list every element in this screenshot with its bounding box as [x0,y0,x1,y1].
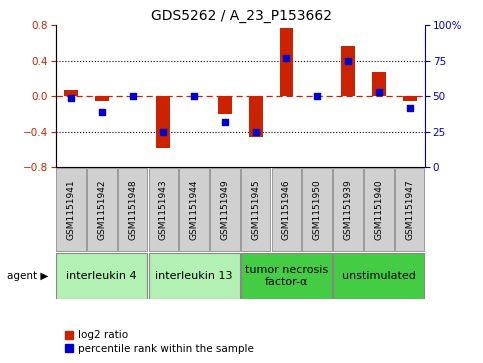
Bar [241,168,270,252]
Text: interleukin 13: interleukin 13 [156,271,233,281]
Point [252,129,259,134]
Text: GSM1151940: GSM1151940 [374,179,384,240]
Point [128,93,136,99]
Bar [56,253,147,298]
Text: GSM1151941: GSM1151941 [67,179,75,240]
Bar [87,168,116,252]
Bar [95,96,109,101]
Point [221,119,229,125]
Text: agent ▶: agent ▶ [7,271,49,281]
Bar [395,168,425,252]
Point [98,109,106,115]
Point [190,93,198,99]
Bar [149,168,178,252]
Bar [156,96,170,147]
Text: interleukin 4: interleukin 4 [67,271,137,281]
Text: GSM1151947: GSM1151947 [405,179,414,240]
Point [375,89,383,95]
Bar [403,96,416,101]
Point [406,105,413,110]
Text: GSM1151943: GSM1151943 [159,179,168,240]
Text: GDS5262 / A_23_P153662: GDS5262 / A_23_P153662 [151,9,332,23]
Bar [272,168,301,252]
Text: GSM1151950: GSM1151950 [313,179,322,240]
Text: GSM1151949: GSM1151949 [220,179,229,240]
Bar [56,168,85,252]
Bar [210,168,240,252]
Bar [179,168,209,252]
Point [159,129,167,134]
Legend: log2 ratio, percentile rank within the sample: log2 ratio, percentile rank within the s… [61,326,258,358]
Text: GSM1151948: GSM1151948 [128,179,137,240]
Bar [333,168,363,252]
Bar [149,253,240,298]
Bar [64,90,78,96]
Text: GSM1151939: GSM1151939 [343,179,353,240]
Bar [372,72,386,96]
Bar [218,96,232,114]
Point [344,58,352,64]
Bar [364,168,394,252]
Point [283,55,290,61]
Text: GSM1151945: GSM1151945 [251,179,260,240]
Bar [302,168,332,252]
Text: GSM1151946: GSM1151946 [282,179,291,240]
Point [313,93,321,99]
Text: tumor necrosis
factor-α: tumor necrosis factor-α [245,265,328,287]
Bar [241,253,332,298]
Bar [341,46,355,96]
Point [67,95,75,101]
Text: GSM1151944: GSM1151944 [190,179,199,240]
Text: GSM1151942: GSM1151942 [97,179,106,240]
Bar [118,168,147,252]
Bar [280,28,293,96]
Bar [249,96,263,137]
Bar [333,253,425,298]
Text: unstimulated: unstimulated [342,271,416,281]
